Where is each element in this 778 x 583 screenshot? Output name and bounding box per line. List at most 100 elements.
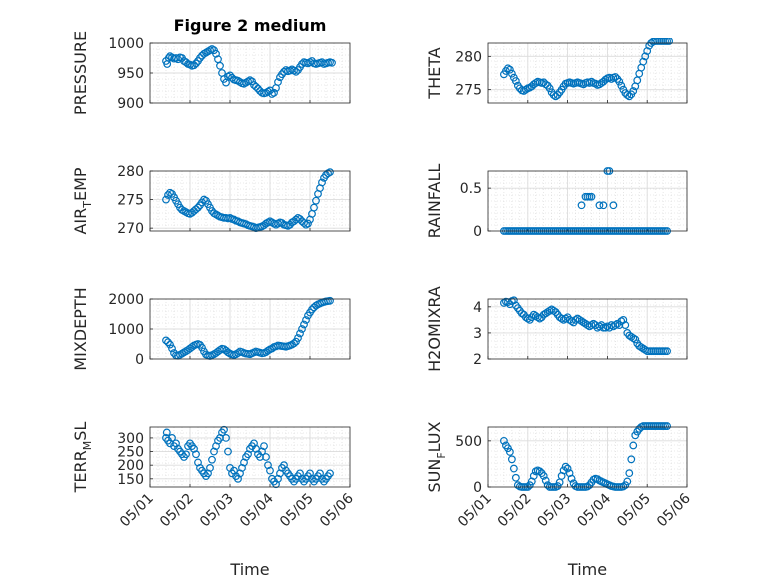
data-point bbox=[509, 464, 518, 473]
data-markers bbox=[500, 422, 671, 491]
data-point bbox=[511, 77, 520, 85]
data-point bbox=[547, 305, 556, 314]
data-point bbox=[509, 296, 518, 305]
x-tick-label: 05/04 bbox=[237, 490, 277, 530]
data-point bbox=[166, 340, 174, 349]
data-point bbox=[312, 196, 320, 205]
data-point bbox=[164, 338, 172, 347]
data-point bbox=[553, 482, 562, 490]
data-markers bbox=[162, 296, 334, 360]
data-point bbox=[637, 343, 646, 352]
data-point bbox=[615, 321, 624, 329]
data-point bbox=[617, 81, 626, 90]
data-point bbox=[541, 476, 550, 485]
y-tick-label: 280 bbox=[455, 49, 482, 65]
data-point bbox=[224, 447, 232, 456]
data-point bbox=[292, 67, 300, 76]
data-point bbox=[190, 61, 198, 70]
data-point bbox=[625, 92, 634, 101]
data-point bbox=[641, 52, 650, 61]
data-point bbox=[162, 428, 171, 437]
data-point bbox=[262, 453, 270, 461]
data-point bbox=[296, 329, 304, 338]
subplot-4: 0 0.5 RAINFALL bbox=[425, 164, 688, 240]
data-point bbox=[627, 455, 636, 464]
axes-frame bbox=[149, 170, 351, 232]
data-point bbox=[226, 71, 234, 80]
y-tick-label: 4 bbox=[473, 300, 482, 316]
data-markers bbox=[500, 38, 673, 101]
data-point bbox=[266, 466, 274, 475]
data-point bbox=[521, 313, 530, 322]
data-point bbox=[222, 434, 230, 442]
chart-title: Figure 2 medium bbox=[174, 16, 327, 35]
axes-frame bbox=[487, 170, 688, 232]
data-point bbox=[643, 47, 652, 55]
data-point bbox=[505, 448, 514, 456]
y-tick-label: 950 bbox=[117, 66, 144, 82]
y-tick-label: 150 bbox=[117, 472, 144, 488]
data-point bbox=[611, 73, 620, 81]
y-axis-label: RAINFALL bbox=[425, 164, 444, 239]
data-point bbox=[541, 309, 550, 318]
data-point bbox=[278, 219, 286, 227]
y-axis-label: SUNFLUX bbox=[425, 421, 448, 492]
data-point bbox=[535, 314, 544, 323]
data-point bbox=[531, 79, 540, 87]
data-point bbox=[623, 91, 632, 99]
data-point bbox=[254, 84, 262, 93]
data-point bbox=[627, 332, 636, 341]
data-point bbox=[192, 59, 200, 68]
y-tick-label: 275 bbox=[455, 83, 482, 99]
data-point bbox=[504, 444, 512, 453]
x-tick-label: 05/03 bbox=[197, 491, 237, 531]
data-point bbox=[635, 342, 644, 350]
y-tick-label: 3 bbox=[473, 326, 482, 342]
y-tick-label: 0 bbox=[473, 224, 482, 240]
data-point bbox=[308, 305, 316, 314]
y-tick-label: 280 bbox=[117, 164, 144, 180]
data-point bbox=[575, 315, 584, 324]
data-point bbox=[529, 310, 538, 319]
data-point bbox=[326, 296, 334, 305]
y-tick-label: 270 bbox=[117, 221, 144, 237]
data-point bbox=[587, 77, 596, 86]
subplot-8: 0 500 SUNFLUX 05/01 05/02 05/03 05/04 05/05 05/0… bbox=[425, 421, 694, 579]
data-point bbox=[567, 474, 576, 483]
data-point bbox=[260, 442, 268, 450]
data-point bbox=[579, 318, 588, 327]
data-point bbox=[208, 455, 216, 464]
data-markers bbox=[162, 45, 336, 98]
data-point bbox=[188, 343, 196, 351]
data-point bbox=[234, 349, 242, 357]
data-point bbox=[168, 344, 176, 353]
data-markers bbox=[162, 168, 334, 233]
y-axis-label: AIRTEMP bbox=[71, 167, 94, 234]
data-point bbox=[328, 58, 336, 67]
data-point bbox=[559, 315, 568, 324]
y-axis-label: TERRMSL bbox=[71, 422, 94, 494]
data-point bbox=[551, 92, 560, 101]
data-point bbox=[615, 77, 624, 86]
data-point bbox=[535, 467, 544, 476]
data-point bbox=[629, 334, 638, 343]
data-point bbox=[603, 322, 612, 331]
y-tick-label: 200 bbox=[117, 458, 144, 474]
data-point bbox=[623, 477, 632, 486]
y-tick-label: 250 bbox=[117, 445, 144, 461]
data-point bbox=[500, 436, 508, 445]
subplot-6: 2 3 4 H2OMIXRA bbox=[425, 286, 688, 372]
data-point bbox=[545, 84, 554, 93]
data-point bbox=[182, 58, 190, 67]
x-tick-label: 05/04 bbox=[574, 490, 614, 530]
data-point bbox=[511, 473, 520, 482]
data-point bbox=[168, 434, 176, 442]
y-tick-label: 500 bbox=[455, 434, 482, 450]
data-point bbox=[619, 315, 628, 324]
axes-frame bbox=[149, 298, 351, 360]
data-point bbox=[587, 192, 596, 201]
data-point bbox=[625, 331, 634, 340]
data-point bbox=[573, 314, 582, 323]
